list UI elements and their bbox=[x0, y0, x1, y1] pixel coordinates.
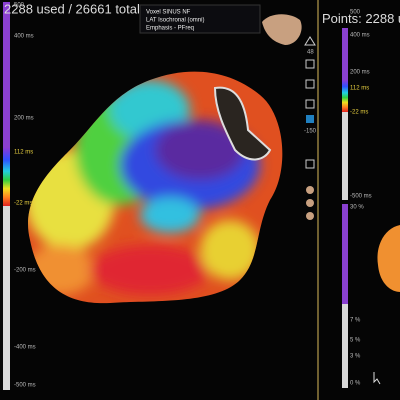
percent-bar-top bbox=[342, 204, 348, 304]
tool-icon[interactable] bbox=[305, 159, 315, 169]
scale-bar-bottom bbox=[3, 206, 10, 390]
scale-label: 200 ms bbox=[14, 116, 34, 122]
percent-bar-bottom bbox=[342, 304, 348, 388]
scale-label: 112 ms bbox=[350, 86, 369, 92]
right-scale: 500 400 ms 200 ms 112 ms -22 ms -500 ms … bbox=[350, 10, 372, 387]
points-count: 2288 used / 26661 total bbox=[365, 11, 400, 26]
tool-icon[interactable] bbox=[305, 59, 315, 69]
points-count: 2288 used / 26661 total bbox=[4, 1, 140, 16]
percent-label: 30 % bbox=[350, 205, 364, 211]
toolbar: 48 -150 bbox=[304, 36, 317, 220]
percent-label: 0 % bbox=[350, 381, 361, 387]
scale-label: 112 ms bbox=[14, 150, 33, 156]
tool-icon[interactable] bbox=[305, 79, 315, 89]
scale-label: -22 ms bbox=[14, 201, 32, 207]
scale-label: -500 ms bbox=[14, 383, 36, 389]
scale-bar-bottom bbox=[342, 112, 348, 200]
toolbar-value: -150 bbox=[304, 129, 317, 135]
scale-label: -200 ms bbox=[14, 268, 36, 274]
map-info-line: Emphasis - PFreq bbox=[146, 26, 194, 32]
tool-icon[interactable] bbox=[306, 186, 314, 194]
scale-label: 400 ms bbox=[14, 34, 34, 40]
scale-bar-colors bbox=[342, 80, 348, 112]
tool-icon[interactable] bbox=[304, 36, 316, 46]
tool-icon[interactable] bbox=[305, 99, 315, 109]
points-label-text: Points: bbox=[322, 11, 362, 26]
map-name: Voxel SINUS NF bbox=[146, 10, 191, 16]
map-info-line: LAT Isochronal (omni) bbox=[146, 18, 204, 24]
activation-map bbox=[28, 71, 283, 304]
scale-label: -22 ms bbox=[350, 110, 368, 116]
left-scale: 500 400 ms 200 ms 112 ms -22 ms -200 ms … bbox=[14, 3, 36, 389]
scale-label: 400 ms bbox=[350, 33, 370, 39]
scale-label: 200 ms bbox=[350, 70, 370, 76]
scale-bar-top bbox=[342, 28, 348, 80]
scale-label: -400 ms bbox=[14, 345, 36, 351]
percent-label: 5 % bbox=[350, 338, 361, 344]
percent-label: 3 % bbox=[350, 354, 361, 360]
tool-icon[interactable] bbox=[306, 115, 314, 123]
orientation-icon bbox=[262, 14, 302, 46]
tool-icon[interactable] bbox=[306, 199, 314, 207]
cursor bbox=[373, 372, 381, 385]
toolbar-value: 48 bbox=[307, 50, 314, 56]
tool-icon[interactable] bbox=[306, 212, 314, 220]
scale-bar-top bbox=[3, 2, 10, 148]
scale-label: 500 bbox=[14, 3, 25, 9]
scale-label: -500 ms bbox=[350, 194, 372, 200]
points-label: Points: 2288 used / 26661 total bbox=[322, 11, 400, 26]
scale-bar-colors bbox=[3, 148, 10, 206]
map-info-box bbox=[139, 4, 261, 34]
scale-label: 500 bbox=[350, 10, 361, 16]
percent-label: 7 % bbox=[350, 318, 361, 324]
second-map-edge bbox=[377, 225, 400, 292]
